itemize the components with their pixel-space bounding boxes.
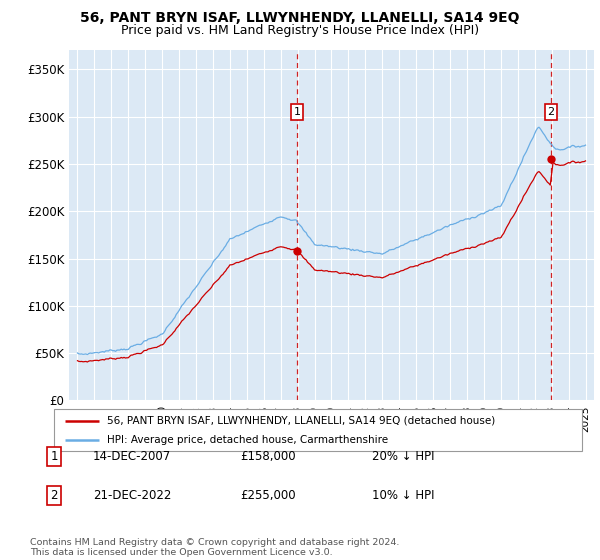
Text: £158,000: £158,000: [240, 450, 296, 463]
Text: 56, PANT BRYN ISAF, LLWYNHENDY, LLANELLI, SA14 9EQ: 56, PANT BRYN ISAF, LLWYNHENDY, LLANELLI…: [80, 11, 520, 25]
Text: 1: 1: [50, 450, 58, 463]
Text: 56, PANT BRYN ISAF, LLWYNHENDY, LLANELLI, SA14 9EQ (detached house): 56, PANT BRYN ISAF, LLWYNHENDY, LLANELLI…: [107, 416, 495, 426]
Text: £255,000: £255,000: [240, 489, 296, 502]
Text: 10% ↓ HPI: 10% ↓ HPI: [372, 489, 434, 502]
Text: Contains HM Land Registry data © Crown copyright and database right 2024.
This d: Contains HM Land Registry data © Crown c…: [30, 538, 400, 557]
Text: HPI: Average price, detached house, Carmarthenshire: HPI: Average price, detached house, Carm…: [107, 435, 388, 445]
Text: Price paid vs. HM Land Registry's House Price Index (HPI): Price paid vs. HM Land Registry's House …: [121, 24, 479, 36]
Text: 14-DEC-2007: 14-DEC-2007: [93, 450, 171, 463]
Text: 21-DEC-2022: 21-DEC-2022: [93, 489, 172, 502]
Text: 1: 1: [293, 107, 301, 117]
Text: 2: 2: [547, 107, 554, 117]
Text: 2: 2: [50, 489, 58, 502]
Text: 20% ↓ HPI: 20% ↓ HPI: [372, 450, 434, 463]
